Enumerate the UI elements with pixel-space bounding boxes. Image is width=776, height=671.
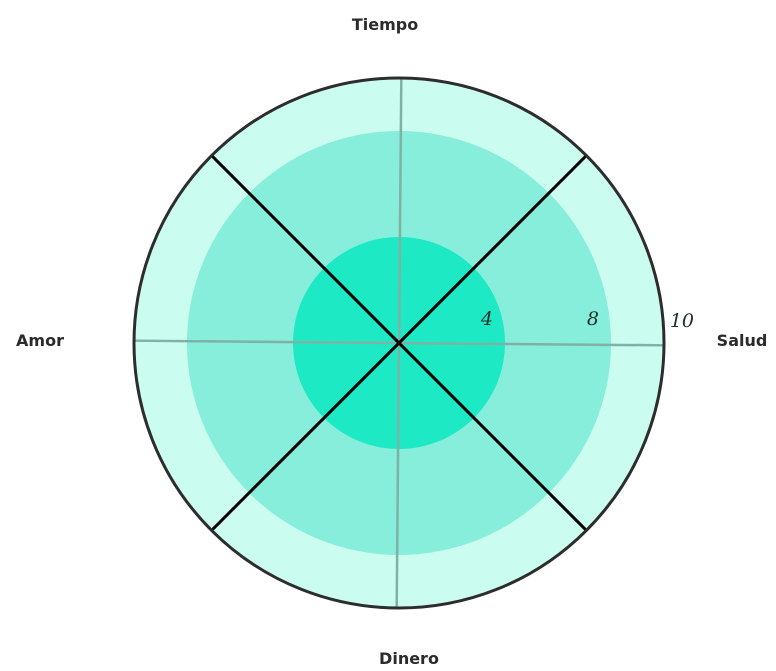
ring-label-4: 4 <box>480 308 493 330</box>
ring-label-8: 8 <box>587 308 599 330</box>
divider-135deg <box>210 154 588 532</box>
axis-label-salud: Salud <box>717 331 768 350</box>
ring-labels-layer: 4 8 10 <box>480 308 694 332</box>
axis-label-dinero: Dinero <box>379 649 439 668</box>
axis-label-amor: Amor <box>16 331 64 350</box>
axis-label-tiempo: Tiempo <box>352 15 418 34</box>
dividers-layer <box>210 154 588 532</box>
outer-circle <box>132 76 666 610</box>
ring-label-10: 10 <box>670 310 694 332</box>
